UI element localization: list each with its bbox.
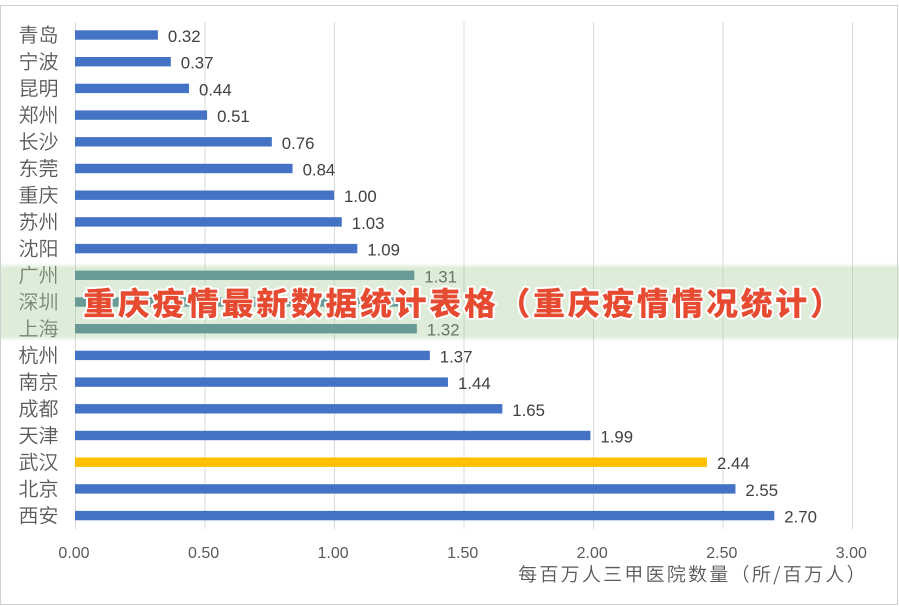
svg-text:0.50: 0.50: [188, 545, 219, 562]
svg-text:1.50: 1.50: [447, 545, 478, 562]
svg-text:0.32: 0.32: [168, 27, 201, 46]
svg-text:0.00: 0.00: [58, 545, 89, 562]
svg-text:0.84: 0.84: [303, 161, 336, 180]
svg-text:1.03: 1.03: [352, 214, 385, 233]
svg-text:2.44: 2.44: [717, 454, 750, 473]
svg-text:1.09: 1.09: [367, 241, 400, 260]
svg-text:0.76: 0.76: [282, 134, 315, 153]
svg-text:1.00: 1.00: [344, 187, 377, 206]
svg-text:1.99: 1.99: [600, 428, 633, 447]
svg-text:2.70: 2.70: [784, 508, 817, 527]
svg-text:2.00: 2.00: [577, 545, 608, 562]
svg-text:2.55: 2.55: [745, 481, 778, 500]
svg-text:1.00: 1.00: [318, 545, 349, 562]
svg-text:0.51: 0.51: [217, 107, 250, 126]
svg-text:1.37: 1.37: [440, 347, 473, 366]
svg-text:0.44: 0.44: [199, 80, 232, 99]
svg-text:1.44: 1.44: [458, 374, 491, 393]
svg-text:2.50: 2.50: [706, 545, 737, 562]
svg-text:1.65: 1.65: [512, 401, 545, 420]
svg-text:3.00: 3.00: [836, 545, 867, 562]
svg-text:0.37: 0.37: [181, 54, 214, 73]
